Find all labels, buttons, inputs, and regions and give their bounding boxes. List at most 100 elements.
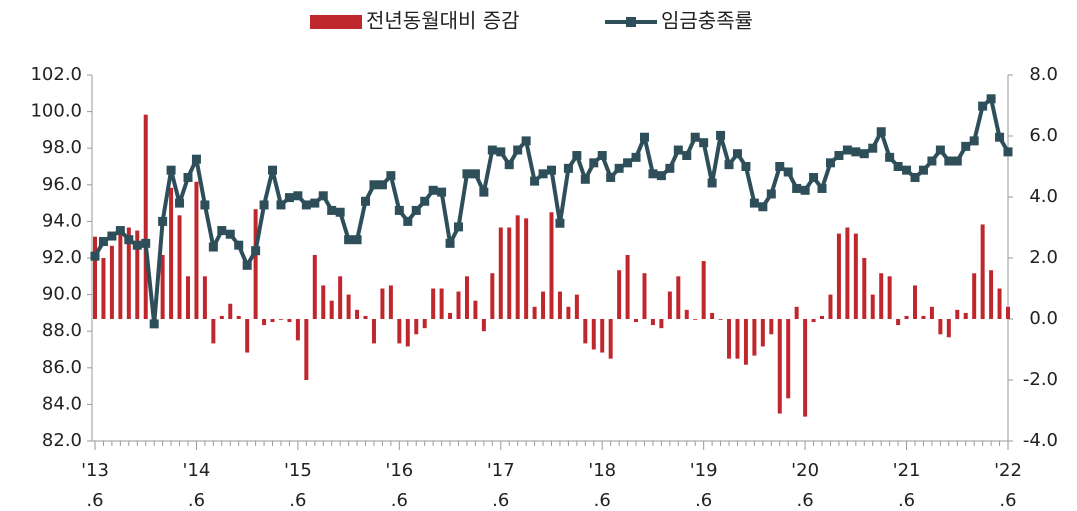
line-marker [437, 187, 447, 197]
bar [541, 291, 546, 319]
line-marker [986, 94, 996, 104]
bar [270, 319, 275, 323]
x-tick-label-line: '13 [81, 460, 109, 481]
bar [338, 276, 343, 319]
bar [532, 306, 537, 319]
bar [101, 258, 106, 319]
line-marker [859, 149, 869, 159]
line-marker [969, 136, 979, 146]
line-marker [749, 198, 759, 208]
line-marker [352, 235, 362, 245]
bar [388, 285, 393, 319]
x-tick-label-line: .6 [898, 490, 915, 511]
bar [431, 288, 436, 319]
bar [608, 319, 613, 359]
line-marker [234, 240, 244, 250]
bar [448, 312, 453, 319]
x-tick-label-line: .6 [492, 490, 509, 511]
line-marker [276, 200, 286, 210]
line-marker [766, 189, 776, 199]
line-marker [403, 216, 413, 226]
line-marker [927, 156, 937, 166]
line-marker [775, 162, 785, 171]
bar [617, 270, 622, 319]
bar [245, 319, 250, 353]
bar [228, 303, 233, 319]
line-marker [665, 163, 675, 173]
line-marker [183, 172, 193, 182]
bar [135, 230, 140, 319]
line-marker [479, 187, 489, 197]
line-marker [217, 226, 227, 236]
bar [177, 215, 182, 319]
x-tick-label-line: '20 [791, 460, 819, 481]
bar [515, 215, 520, 319]
bar [211, 319, 216, 344]
x-tick-label: '17.6 [487, 460, 515, 511]
bar [262, 319, 267, 326]
bar [422, 319, 427, 329]
legend-swatch [310, 15, 362, 29]
line-marker [589, 158, 599, 168]
x-tick-label-line: '18 [588, 460, 616, 481]
line-marker [470, 169, 480, 179]
bar [972, 273, 977, 319]
bar [524, 218, 529, 319]
bar [777, 319, 782, 414]
bar [278, 319, 283, 320]
y-tick-label: 92.0 [42, 247, 82, 268]
bar [355, 309, 360, 319]
y2-tick-label: 6.0 [1029, 125, 1058, 146]
line-marker [995, 132, 1005, 142]
bar [490, 273, 495, 319]
line-marker [445, 238, 455, 248]
line-marker [200, 200, 210, 210]
bar [769, 319, 774, 335]
line-marker [783, 167, 793, 177]
bar [1006, 306, 1010, 319]
bar [363, 315, 368, 319]
legend-swatch-marker [626, 17, 636, 27]
y-tick-label: 96.0 [42, 174, 82, 195]
line-marker [344, 235, 354, 245]
bar [997, 288, 1002, 319]
line-marker [251, 246, 261, 256]
line-marker [690, 132, 700, 142]
bar [507, 227, 512, 319]
line-marker [411, 205, 421, 215]
bar [414, 319, 419, 335]
line-marker [149, 319, 159, 329]
line-marker [369, 180, 379, 190]
bar [676, 276, 681, 319]
line-marker [732, 149, 742, 159]
line-marker [377, 180, 387, 190]
bar [650, 319, 655, 326]
x-tick-label-line: .6 [999, 490, 1016, 511]
bar [836, 233, 841, 319]
x-tick-label-line: '21 [893, 460, 921, 481]
x-tick-label-line: '14 [183, 460, 211, 481]
line-marker [301, 200, 311, 210]
line-marker [935, 145, 945, 155]
line-marker [825, 158, 835, 168]
bar [591, 319, 596, 350]
bar [938, 319, 943, 335]
y2-tick-label: -2.0 [1023, 369, 1058, 390]
line-marker [166, 165, 176, 175]
bar [921, 315, 926, 319]
line-marker [952, 156, 962, 166]
bar [93, 236, 97, 319]
bar [118, 233, 123, 319]
line-marker [327, 205, 337, 215]
bar [143, 114, 148, 320]
line-marker [428, 185, 438, 195]
line-marker [158, 216, 168, 226]
x-tick-label: '16.6 [385, 460, 413, 511]
legend-label: 전년동월대비 증감 [366, 9, 520, 33]
line-marker [361, 196, 371, 206]
bar [955, 309, 960, 319]
bar [566, 306, 571, 319]
y-tick-label: 86.0 [42, 357, 82, 378]
y-tick-label: 98.0 [42, 137, 82, 158]
